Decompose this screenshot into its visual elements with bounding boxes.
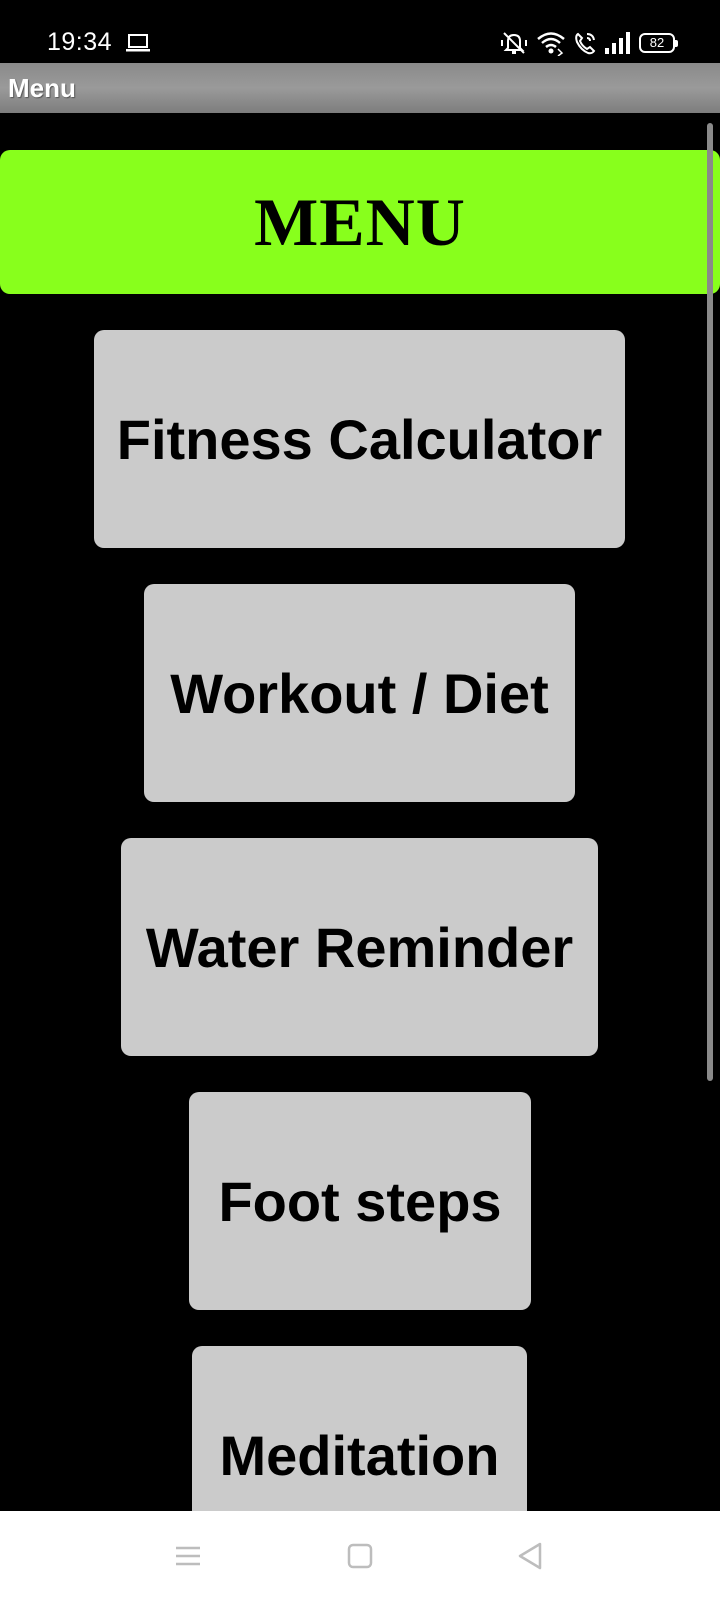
action-bar: Menu: [0, 63, 720, 113]
fitness-calculator-button[interactable]: Fitness Calculator: [94, 330, 625, 548]
laptop-icon: [126, 34, 150, 52]
meditation-button[interactable]: Meditation: [192, 1346, 527, 1511]
recents-icon[interactable]: [173, 1541, 203, 1571]
mute-icon: [501, 32, 527, 54]
wifi-call-icon: [575, 32, 596, 55]
back-icon[interactable]: [516, 1541, 546, 1571]
status-icons: 82: [499, 30, 678, 56]
status-time: 19:34: [47, 28, 113, 56]
foot-steps-button[interactable]: Foot steps: [189, 1092, 531, 1310]
navigation-bar: [0, 1511, 720, 1600]
signal-icon: [605, 32, 630, 54]
battery-icon: 82: [639, 33, 678, 53]
menu-banner: MENU: [0, 150, 720, 294]
menu-banner-title: MENU: [254, 183, 466, 260]
workout-diet-button[interactable]: Workout / Diet: [144, 584, 575, 802]
battery-level: 82: [649, 35, 665, 50]
menu-content[interactable]: MENU Fitness Calculator Workout / Diet W…: [0, 113, 720, 1511]
home-icon[interactable]: [345, 1541, 375, 1571]
wifi-icon: [537, 32, 565, 56]
action-bar-title: Menu: [8, 73, 76, 103]
water-reminder-button[interactable]: Water Reminder: [121, 838, 598, 1056]
status-bar: 19:34 82: [0, 0, 720, 63]
scrollbar[interactable]: [707, 123, 713, 1081]
